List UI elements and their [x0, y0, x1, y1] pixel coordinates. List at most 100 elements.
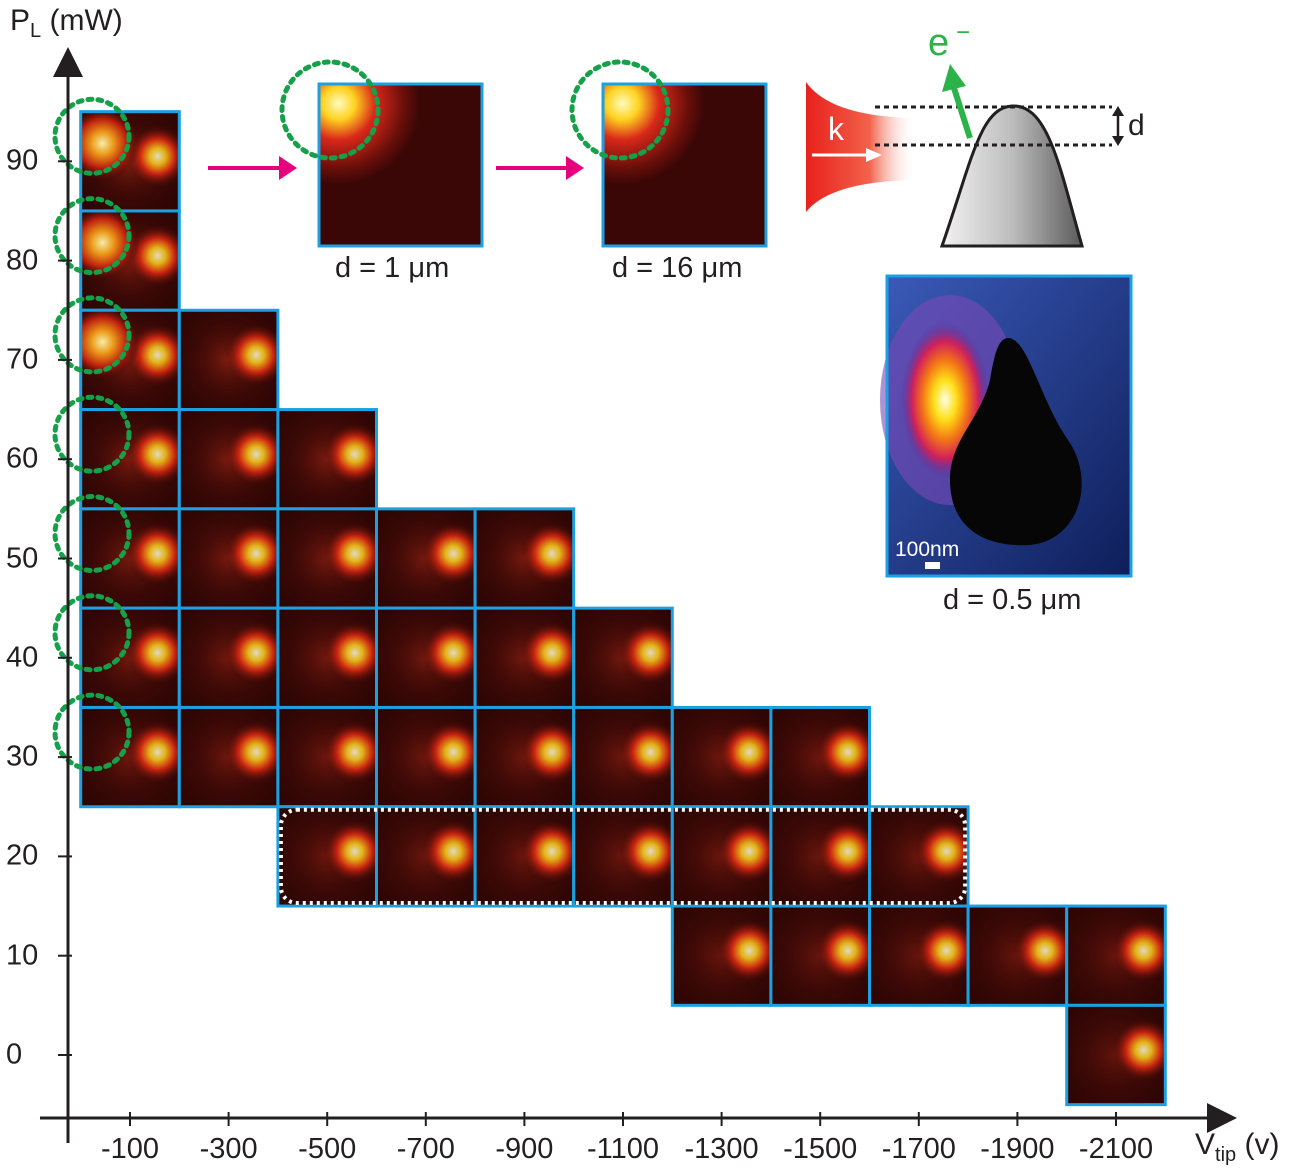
tile-main-lobe [968, 906, 1067, 1006]
pink-arrow-head [279, 156, 297, 180]
tile-main-lobe [277, 608, 377, 708]
simulation-tip [950, 338, 1082, 546]
y-tick-label: 80 [6, 244, 39, 277]
scalebar [925, 562, 940, 569]
zoom1-caption: d = 1 μm [335, 252, 450, 284]
tile-main-lobe [475, 608, 574, 708]
zoom-image-frame [317, 82, 484, 248]
tile-main-lobe [573, 806, 673, 907]
pattern-tile [276, 705, 378, 809]
distance-d-label: d [1128, 109, 1145, 142]
x-tick-label: -1100 [586, 1133, 660, 1165]
x-tick-label: -300 [199, 1133, 258, 1165]
tile-main-lobe [277, 409, 377, 509]
pattern-tile [473, 805, 576, 908]
zoom2-caption: d = 16 μm [612, 252, 743, 284]
pattern-tile [670, 705, 773, 809]
pattern-tile [572, 606, 674, 709]
x-axis-label: Vtip (v) [1195, 1128, 1279, 1167]
x-axis-label-sub: tip [1215, 1144, 1237, 1166]
tile-frame [1065, 1003, 1167, 1107]
y-axis-label: PL (mW) [10, 4, 123, 43]
scalebar-label: 100nm [895, 538, 959, 561]
pattern-tile [177, 308, 280, 412]
simulation-frame [885, 274, 1133, 578]
x-tick-label: -900 [495, 1133, 554, 1165]
x-tick-label: -1700 [881, 1133, 956, 1165]
pattern-tile [276, 507, 378, 610]
pattern-tile [276, 805, 378, 908]
focus-circle [52, 394, 132, 474]
tile-main-lobe [179, 608, 278, 708]
circle-layer [52, 96, 132, 772]
pattern-tile [177, 408, 280, 511]
y-tick-label: 0 [6, 1038, 23, 1071]
tile-main-lobe [573, 707, 673, 807]
laser-k-label: k [828, 111, 845, 147]
pattern-tile [177, 606, 280, 709]
pink-arrow-head [566, 156, 584, 180]
pattern-tile [670, 805, 773, 908]
tile-main-lobe [376, 707, 476, 807]
pattern-tile [769, 705, 872, 809]
tip-shape [939, 104, 1084, 248]
pattern-tile [473, 507, 576, 610]
sim-caption: d = 0.5 μm [943, 584, 1082, 616]
focus-circle [52, 196, 132, 276]
electron-label: e [928, 22, 949, 64]
tile-main-lobe [1066, 1005, 1166, 1105]
electron-arrow-head [942, 64, 966, 92]
d-arrow-up [1112, 106, 1124, 116]
tile-main-lobe [1066, 906, 1166, 1006]
y-tick-label: 40 [6, 641, 39, 674]
pattern-tile [966, 904, 1069, 1007]
highlight-row-frame [278, 807, 968, 906]
y-axis-label-unit: (mW) [49, 4, 123, 37]
pattern-tile [769, 805, 872, 908]
pattern-tile [572, 705, 674, 809]
electron-arrow-shaft [951, 87, 973, 139]
y-tick-label: 10 [6, 939, 39, 972]
tile-main-lobe [770, 707, 870, 807]
tile-main-lobe [672, 707, 771, 807]
y-tick-label: 20 [6, 839, 39, 872]
y-tick-label: 70 [6, 343, 39, 376]
d-arrow-down [1112, 136, 1124, 146]
x-axis-label-unit: (v) [1244, 1128, 1280, 1161]
zoom2-focus-circle [569, 59, 671, 161]
pattern-tile [177, 705, 280, 809]
simulation-image: 100nm [880, 274, 1133, 578]
x-tick-label: -1900 [980, 1133, 1055, 1165]
tile-main-lobe [475, 508, 574, 609]
x-tick-label: -2100 [1078, 1133, 1154, 1165]
laser-beam [806, 82, 912, 212]
pattern-tile [375, 507, 477, 610]
tile-main-lobe [770, 806, 870, 907]
pattern-tile [572, 805, 674, 908]
tile-main-lobe [179, 409, 278, 509]
pattern-tile [769, 904, 872, 1007]
focus-circle [52, 593, 132, 673]
pattern-tile [79, 308, 181, 412]
x-axis-label-main: V [1195, 1128, 1216, 1161]
pattern-tile [276, 606, 378, 709]
pattern-tile [473, 606, 576, 709]
y-tick-label: 90 [6, 144, 39, 177]
tile-main-lobe [179, 310, 278, 410]
zoom-image-2 [601, 82, 768, 248]
pattern-tile [670, 904, 773, 1007]
tile-layer [79, 110, 1167, 1107]
pattern-tile [79, 507, 181, 610]
x-tick-label: -500 [298, 1133, 357, 1165]
tile-main-lobe [277, 508, 377, 609]
zoom1-focus-circle [279, 59, 381, 161]
tile-main-lobe [475, 806, 574, 907]
pattern-tile [79, 705, 181, 809]
tile-main-lobe [179, 508, 278, 609]
tile-main-lobe [869, 806, 969, 907]
insets-layer: k d e − 100nm [208, 19, 1145, 578]
x-tick-label: -1300 [684, 1133, 759, 1165]
tile-main-lobe [376, 608, 476, 708]
focus-circle [52, 96, 132, 176]
